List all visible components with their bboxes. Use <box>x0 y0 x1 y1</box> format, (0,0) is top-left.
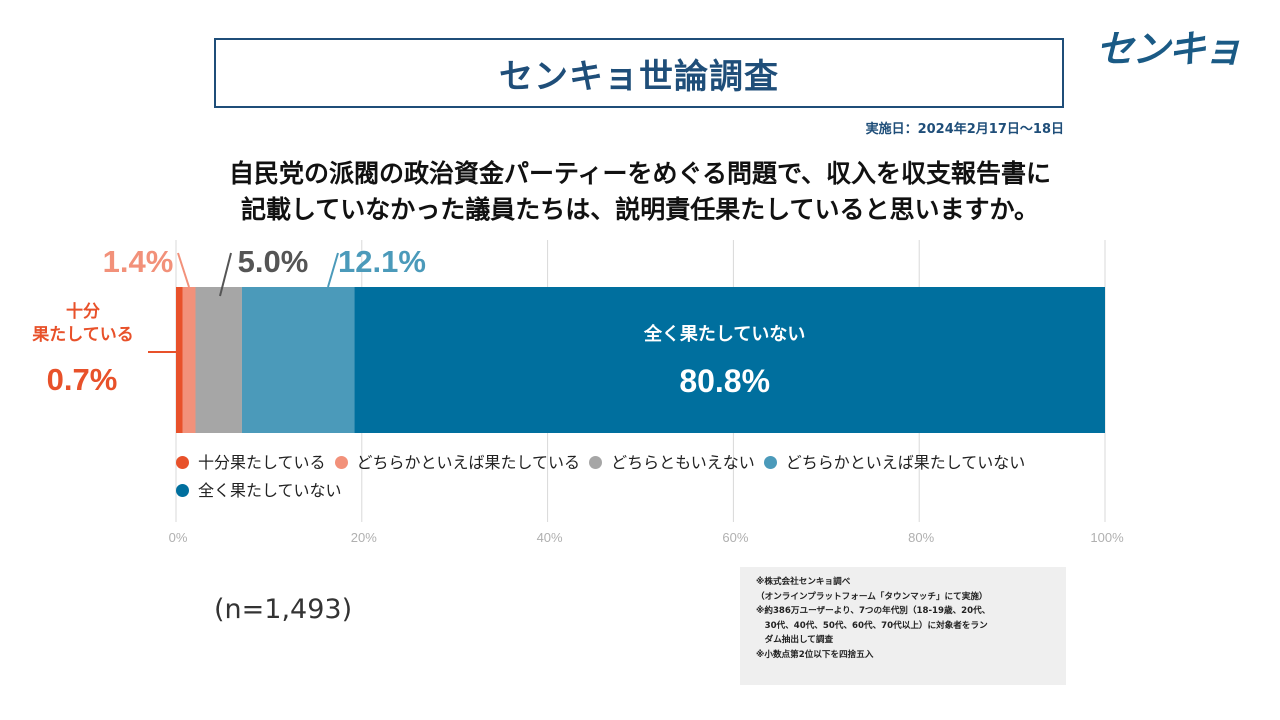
bar-segment <box>354 287 1105 433</box>
notes-box: ※株式会社センキョ調べ （オンラインプラットフォーム「タウンマッチ」にて実施） ※約… <box>740 567 1066 685</box>
question-line: 記載していなかった議員たちは、説明責任果たしていると思いますか。 <box>240 195 1039 224</box>
legend-label: 全く果たしていない <box>198 481 342 500</box>
legend-item: どちらかといえば果たしている <box>334 449 581 476</box>
data-label: 1.4% <box>103 244 174 279</box>
legend-swatch <box>334 456 348 469</box>
legend-swatch <box>176 484 189 497</box>
bar-segment <box>182 287 196 433</box>
legend-label: どちらともいえない <box>611 453 755 472</box>
data-label: 5.0% <box>238 244 309 279</box>
legend-item: 全く果たしていない <box>176 477 342 504</box>
note-line: ※約386万ユーザーより、7つの年代別（18-19歳、20代、 <box>756 606 991 617</box>
legend-item: どちらともいえない <box>589 449 755 476</box>
data-label: 0.7% <box>47 362 118 397</box>
survey-date: 実施日：2024年2月17日〜18日 <box>865 122 1064 137</box>
legend-swatch <box>176 456 189 469</box>
bar-segment <box>176 287 183 433</box>
survey-question: 自民党の派閥の政治資金パーティーをめぐる問題で、収入を収支報告書に 記載していな… <box>140 156 1140 228</box>
x-tick-label: 40% <box>537 530 563 545</box>
x-tick-label: 20% <box>351 530 377 545</box>
callout-caption: 果たしている <box>32 325 134 345</box>
legend-item: 十分果たしている <box>176 449 326 476</box>
x-tick-label: 100% <box>1090 530 1124 545</box>
callout-leader <box>177 252 190 288</box>
legend-swatch <box>589 456 603 469</box>
note-line: ダム抽出して調査 <box>756 635 834 646</box>
note-line: ※小数点第2位以下を四捨五入 <box>756 649 874 660</box>
question-line: 自民党の派閥の政治資金パーティーをめぐる問題で、収入を収支報告書に <box>228 159 1051 188</box>
x-tick-label: 0% <box>169 530 188 545</box>
sample-size: (n=1,493) <box>214 594 353 625</box>
legend-label: どちらかといえば果たしていない <box>785 453 1026 472</box>
segment-caption: 全く果たしていない <box>643 323 805 345</box>
x-tick-label: 80% <box>908 530 934 545</box>
page-title: センキョ世論調査 <box>499 56 779 97</box>
legend-label: どちらかといえば果たしている <box>356 453 581 472</box>
callout-leader <box>327 252 339 288</box>
chart-legend: 十分果たしている どちらかといえば果たしている どちらともいえない どちらかといえば果… <box>176 449 1116 505</box>
callout-leader <box>219 252 232 297</box>
note-line: 30代、40代、50代、60代、70代以上）に対象者をラン <box>756 620 988 631</box>
note-line: （オンラインプラットフォーム「タウンマッチ」にて実施） <box>756 591 988 602</box>
brand-logo: センキョ <box>1096 27 1242 71</box>
legend-item: どちらかといえば果たしていない <box>763 449 1026 476</box>
data-label: 80.8% <box>679 363 770 399</box>
x-tick-label: 60% <box>722 530 748 545</box>
legend-swatch <box>763 456 777 469</box>
callout-caption: 十分 <box>66 301 100 322</box>
title-box: センキョ世論調査 <box>214 38 1064 108</box>
bar-segment <box>195 287 242 433</box>
note-line: ※株式会社センキョ調べ <box>756 577 851 587</box>
data-label: 12.1% <box>338 244 426 279</box>
bar-segment <box>241 287 355 433</box>
legend-label: 十分果たしている <box>198 453 326 472</box>
